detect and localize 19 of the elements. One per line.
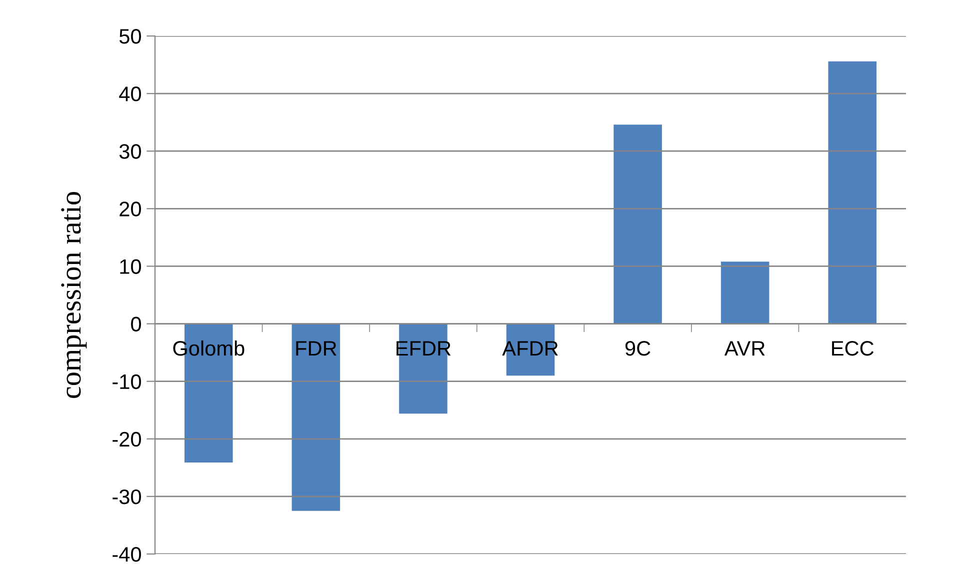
bar <box>292 324 340 511</box>
bar <box>614 124 662 324</box>
y-tick-label: 40 <box>119 86 141 102</box>
bar <box>720 262 770 324</box>
y-tick-label: 0 <box>131 316 141 332</box>
bar <box>828 61 876 324</box>
y-tick-label: 30 <box>119 144 141 159</box>
y-tick-label: 10 <box>120 259 141 274</box>
y-axis-title: compression ratio <box>61 192 87 398</box>
y-tick-label: -20 <box>112 432 141 447</box>
y-tick-label: -30 <box>112 489 141 504</box>
x-tick-label: ECC <box>832 340 874 356</box>
x-tick-label: FDR <box>296 341 336 356</box>
y-tick-label: -40 <box>112 547 141 562</box>
x-tick-label: AVR <box>724 341 765 356</box>
y-tick-label: 50 <box>119 29 141 44</box>
x-tick-label: 9C <box>625 340 650 356</box>
y-tick-label: -10 <box>112 374 141 390</box>
y-tick-label: 20 <box>120 202 141 216</box>
